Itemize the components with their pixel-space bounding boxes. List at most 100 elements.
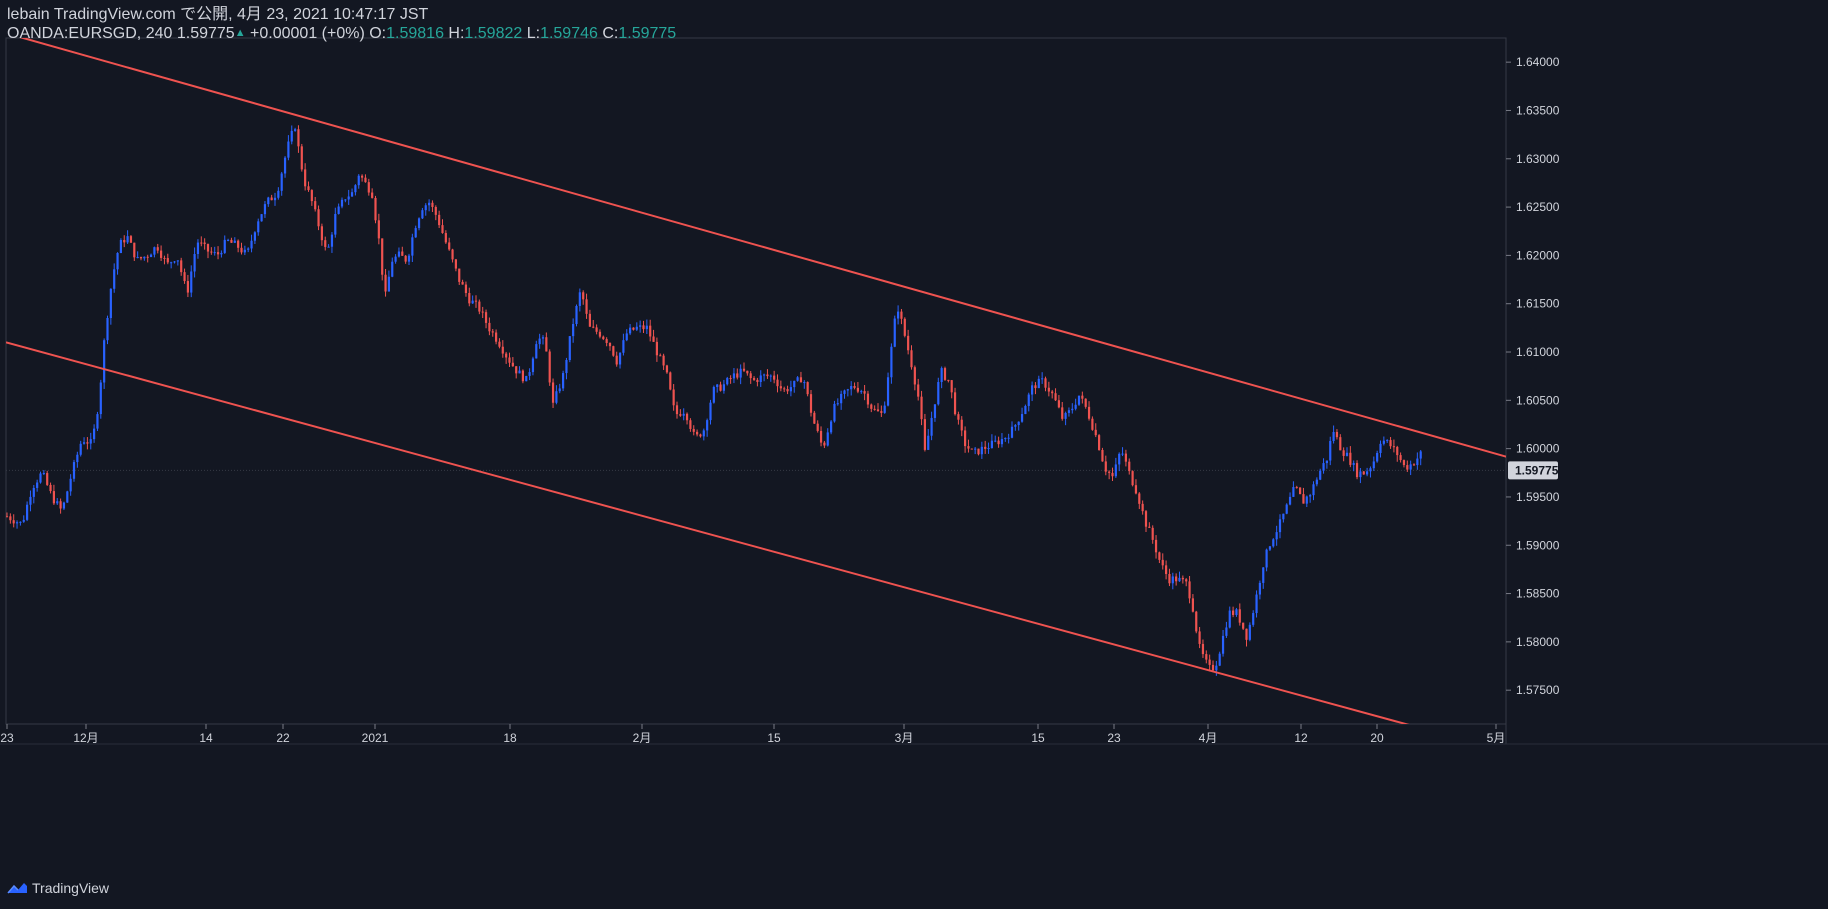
- candle-body[interactable]: [1412, 464, 1416, 466]
- candle-body[interactable]: [387, 276, 390, 292]
- candle-body[interactable]: [1165, 565, 1168, 574]
- candle-body[interactable]: [300, 146, 303, 170]
- candle-body[interactable]: [629, 327, 632, 334]
- candle-body[interactable]: [602, 336, 605, 340]
- candle-body[interactable]: [1322, 463, 1325, 471]
- candle-body[interactable]: [86, 442, 89, 444]
- candle-body[interactable]: [622, 340, 625, 353]
- candle-body[interactable]: [1258, 582, 1261, 595]
- candle-body[interactable]: [947, 379, 950, 381]
- candle-body[interactable]: [769, 375, 772, 377]
- candle-body[interactable]: [136, 257, 139, 259]
- candle-body[interactable]: [558, 388, 561, 392]
- candle-body[interactable]: [1010, 426, 1014, 438]
- candle-body[interactable]: [421, 210, 424, 219]
- candle-body[interactable]: [826, 432, 829, 446]
- candle-body[interactable]: [404, 255, 407, 262]
- candle-body[interactable]: [716, 384, 719, 387]
- candle-body[interactable]: [461, 281, 464, 285]
- candle-body[interactable]: [943, 368, 947, 380]
- candle-body[interactable]: [1124, 453, 1127, 462]
- candle-body[interactable]: [1198, 631, 1201, 644]
- candle-body[interactable]: [773, 375, 776, 380]
- candle-body[interactable]: [320, 226, 323, 241]
- candle-body[interactable]: [1265, 549, 1268, 568]
- candle-body[interactable]: [434, 207, 437, 215]
- candle-body[interactable]: [344, 199, 347, 201]
- candle-body[interactable]: [9, 516, 12, 521]
- candle-body[interactable]: [441, 225, 444, 234]
- candle-body[interactable]: [612, 346, 615, 356]
- candle-body[interactable]: [903, 318, 906, 336]
- candle-body[interactable]: [1188, 581, 1191, 599]
- candle-body[interactable]: [521, 370, 524, 382]
- candle-body[interactable]: [438, 214, 441, 226]
- candle-body[interactable]: [414, 228, 417, 238]
- candle-body[interactable]: [454, 259, 457, 269]
- candle-body[interactable]: [357, 175, 360, 186]
- candle-body[interactable]: [206, 244, 210, 252]
- candle-body[interactable]: [632, 327, 635, 330]
- candle-body[interactable]: [833, 403, 836, 422]
- candle-body[interactable]: [1041, 378, 1044, 380]
- candle-body[interactable]: [870, 404, 873, 409]
- candle-body[interactable]: [49, 484, 52, 492]
- candle-body[interactable]: [1362, 471, 1365, 475]
- candle-body[interactable]: [528, 372, 531, 376]
- candle-body[interactable]: [535, 344, 538, 359]
- candle-body[interactable]: [1329, 440, 1332, 461]
- candle-body[interactable]: [1335, 431, 1339, 438]
- candle-body[interactable]: [1057, 400, 1060, 408]
- candle-body[interactable]: [572, 324, 575, 337]
- candle-body[interactable]: [588, 313, 591, 327]
- candle-body[interactable]: [692, 428, 695, 432]
- candle-body[interactable]: [1091, 418, 1094, 430]
- candle-body[interactable]: [290, 130, 293, 142]
- candle-body[interactable]: [216, 252, 220, 255]
- candle-body[interactable]: [525, 375, 528, 382]
- candle-body[interactable]: [1325, 460, 1328, 464]
- candle-body[interactable]: [1309, 495, 1312, 497]
- candle-body[interactable]: [562, 373, 565, 389]
- candle-body[interactable]: [106, 317, 109, 341]
- candle-body[interactable]: [763, 374, 766, 376]
- candle-body[interactable]: [62, 502, 66, 509]
- candle-body[interactable]: [1037, 378, 1040, 389]
- candle-body[interactable]: [843, 390, 846, 394]
- candle-body[interactable]: [1158, 552, 1161, 560]
- candle-body[interactable]: [746, 370, 749, 374]
- candle-body[interactable]: [220, 252, 223, 255]
- candle-body[interactable]: [1288, 496, 1292, 505]
- candle-body[interactable]: [1268, 546, 1272, 550]
- candle-body[interactable]: [374, 197, 377, 221]
- candle-body[interactable]: [712, 386, 715, 403]
- candle-body[interactable]: [176, 260, 179, 262]
- candle-body[interactable]: [1014, 425, 1017, 427]
- candle-body[interactable]: [1211, 664, 1215, 671]
- candle-body[interactable]: [793, 380, 796, 388]
- candle-body[interactable]: [799, 377, 803, 383]
- candle-body[interactable]: [364, 177, 367, 183]
- candle-body[interactable]: [250, 240, 253, 249]
- candle-body[interactable]: [129, 236, 133, 243]
- candle-body[interactable]: [180, 260, 183, 273]
- candle-body[interactable]: [1118, 453, 1121, 465]
- candle-body[interactable]: [960, 419, 963, 431]
- candle-body[interactable]: [19, 521, 22, 523]
- candle-body[interactable]: [642, 325, 645, 330]
- candle-body[interactable]: [866, 393, 870, 405]
- candle-body[interactable]: [327, 246, 330, 248]
- candle-body[interactable]: [585, 299, 588, 314]
- candle-body[interactable]: [830, 421, 833, 433]
- candle-body[interactable]: [538, 338, 541, 345]
- candle-body[interactable]: [565, 360, 568, 374]
- candle-body[interactable]: [166, 258, 169, 263]
- candle-body[interactable]: [893, 318, 896, 347]
- candle-body[interactable]: [1121, 453, 1124, 455]
- candle-body[interactable]: [337, 206, 340, 214]
- candle-body[interactable]: [1138, 493, 1141, 504]
- candle-body[interactable]: [575, 305, 578, 325]
- candle-body[interactable]: [1406, 465, 1409, 470]
- candle-body[interactable]: [984, 446, 987, 449]
- candle-body[interactable]: [917, 384, 920, 397]
